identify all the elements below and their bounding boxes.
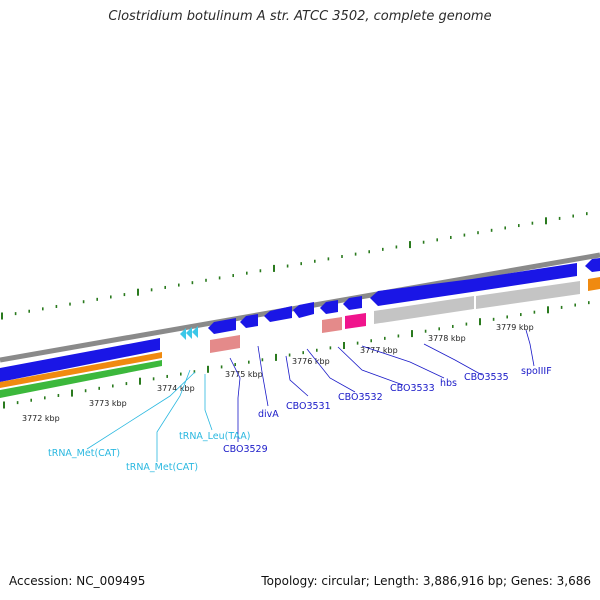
accession-text: Accession: NC_009495 — [9, 574, 146, 588]
cds-feature-hbs[interactable] — [343, 296, 362, 310]
gene-label-spoiiif[interactable]: spoIIIF — [521, 366, 552, 377]
kbp-label-3779: 3779 kbp — [496, 323, 534, 332]
gene-label-cbo3532[interactable]: CBO3532 — [338, 392, 383, 403]
kbp-label-3773: 3773 kbp — [89, 399, 127, 408]
orange-feature[interactable] — [0, 352, 162, 388]
scale-ticks-upper — [1, 212, 588, 320]
gene-label-cbo3529[interactable]: CBO3529 — [223, 444, 268, 455]
kbp-label-3776: 3776 kbp — [292, 357, 330, 366]
gene-label-hbs[interactable]: hbs — [440, 378, 457, 389]
kbp-label-3775: 3775 kbp — [225, 370, 263, 379]
kbp-label-3778: 3778 kbp — [428, 334, 466, 343]
gray-feature-2[interactable] — [476, 281, 580, 309]
orange-feature-right[interactable] — [588, 277, 600, 291]
gene-label-cbo3531[interactable]: CBO3531 — [286, 401, 331, 412]
kbp-label-3777: 3777 kbp — [360, 346, 398, 355]
gene-label-cbo3535[interactable]: CBO3535 — [464, 372, 509, 383]
cds-feature-spoiiif[interactable] — [472, 263, 577, 292]
cds-feature-cbo3531[interactable] — [264, 306, 292, 322]
topology-text: Topology: circular; Length: 3,886,916 bp… — [261, 574, 591, 588]
trna-feature-3[interactable] — [192, 326, 198, 338]
magenta-feature[interactable] — [345, 313, 366, 329]
kbp-label-3772: 3772 kbp — [22, 414, 60, 423]
gray-feature-1[interactable] — [374, 296, 474, 324]
gene-label-cbo3533[interactable]: CBO3533 — [390, 383, 435, 394]
kbp-label-3774: 3774 kbp — [157, 384, 195, 393]
trna-feature-1[interactable] — [180, 328, 186, 340]
pink-feature-1[interactable] — [210, 335, 240, 353]
cds-feature-diva[interactable] — [240, 314, 258, 328]
green-feature[interactable] — [0, 360, 162, 398]
map-title: Clostridium botulinum A str. ATCC 3502, … — [108, 9, 492, 24]
cds-feature-cbo3529[interactable] — [208, 318, 236, 334]
gene-label-diva[interactable]: divA — [258, 409, 279, 420]
scale-ticks-lower — [3, 301, 590, 409]
gene-label-trna-met-1[interactable]: tRNA_Met(CAT) — [48, 448, 120, 459]
pink-feature-2[interactable] — [322, 317, 342, 333]
label-leader-lines — [86, 329, 535, 462]
cds-feature-cbo3535[interactable] — [370, 279, 472, 306]
gene-label-trna-met-2[interactable]: tRNA_Met(CAT) — [126, 462, 198, 473]
cds-feature-cbo3532[interactable] — [293, 302, 314, 318]
trna-feature-2[interactable] — [186, 327, 192, 339]
gene-labels: tRNA_Met(CAT) tRNA_Met(CAT) tRNA_Leu(TAA… — [48, 366, 552, 473]
cds-feature-left[interactable] — [0, 338, 160, 382]
kbp-labels: 3772 kbp 3773 kbp 3774 kbp 3775 kbp 3776… — [22, 323, 534, 423]
gene-label-trna-leu[interactable]: tRNA_Leu(TAA) — [179, 431, 250, 442]
cds-feature-right-edge[interactable] — [585, 258, 600, 272]
cds-feature-cbo3533[interactable] — [320, 300, 338, 314]
